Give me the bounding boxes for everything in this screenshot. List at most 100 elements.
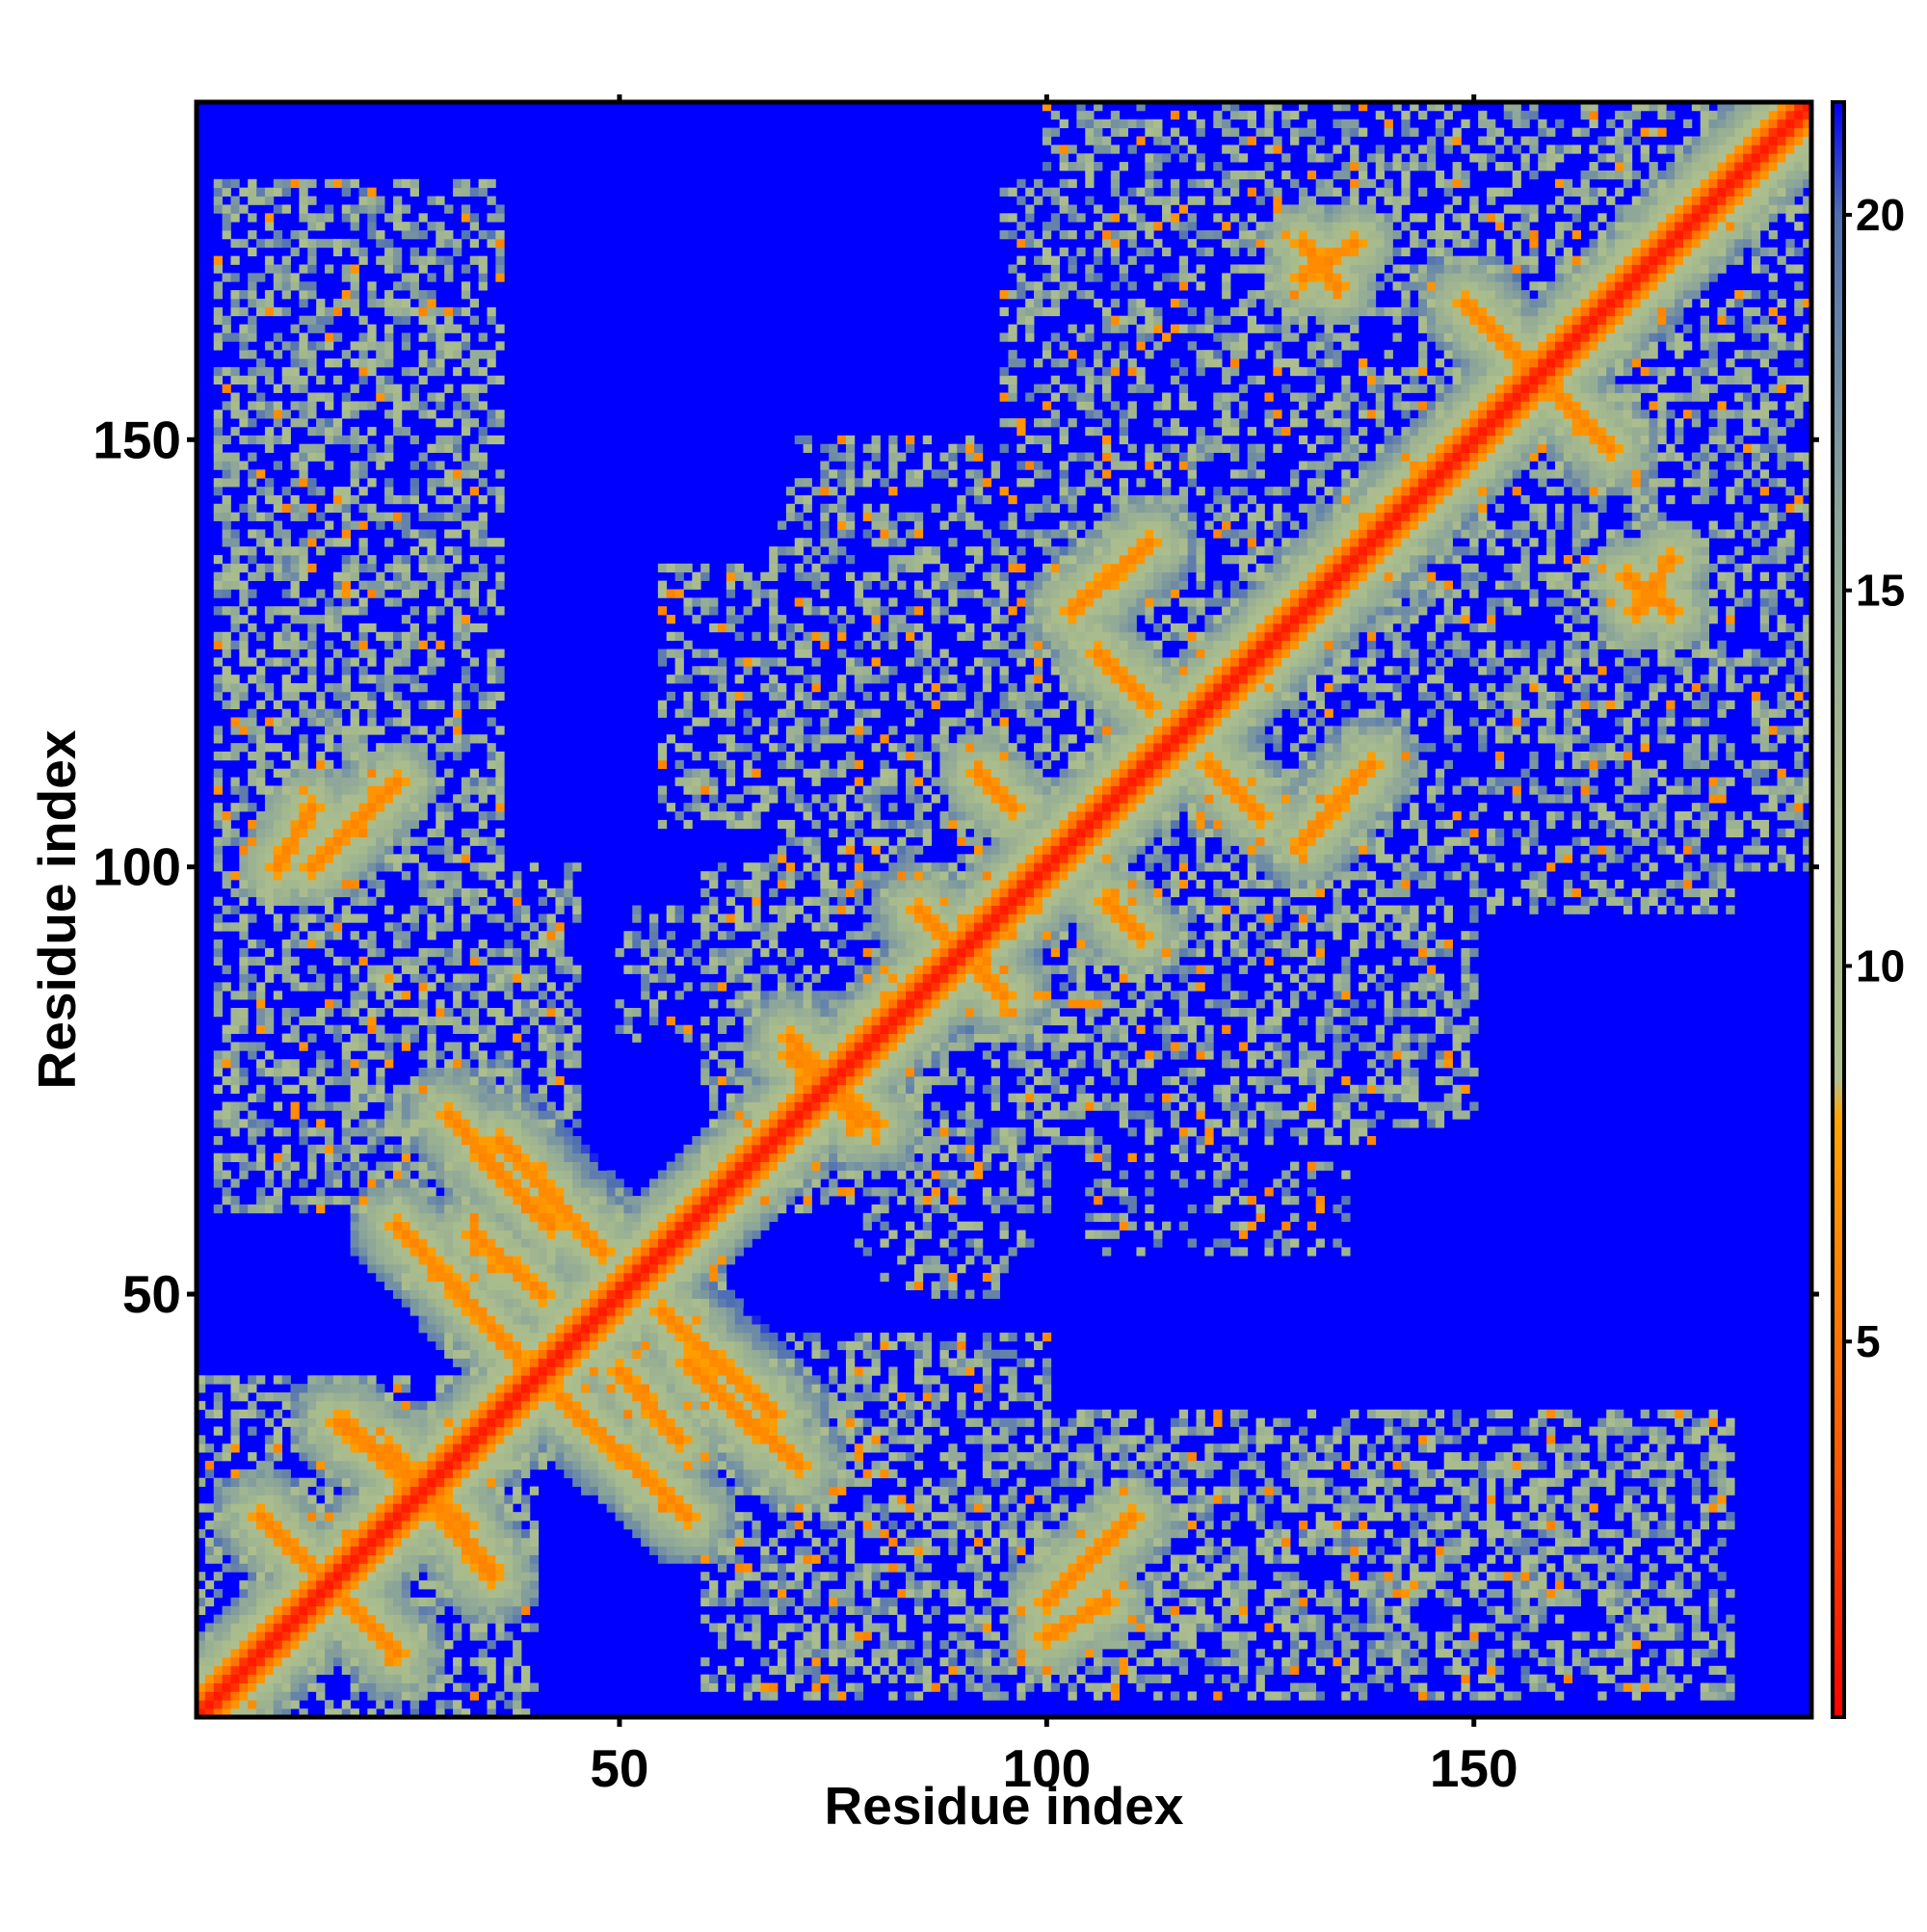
heatmap-cell <box>367 1495 377 1504</box>
heatmap-cell <box>332 1521 352 1530</box>
heatmap-cell <box>529 1264 540 1274</box>
heatmap-cell <box>743 1307 752 1316</box>
heatmap-cell <box>829 1426 838 1436</box>
heatmap-cell <box>683 1264 693 1274</box>
heatmap-cell <box>487 1221 496 1231</box>
heatmap-cell <box>1487 1588 1505 1599</box>
heatmap-cell <box>299 1400 308 1411</box>
heatmap-cell <box>520 1212 531 1223</box>
heatmap-cell <box>606 1230 616 1239</box>
heatmap-cell <box>769 1340 779 1351</box>
heatmap-cell <box>1546 1435 1556 1444</box>
heatmap-cell <box>418 1238 428 1248</box>
heatmap-cell <box>615 1196 624 1205</box>
heatmap-cell <box>436 1623 445 1632</box>
heatmap-cell <box>939 1238 949 1248</box>
heatmap-cell <box>641 1315 650 1325</box>
heatmap-cell <box>1410 1409 1419 1419</box>
heatmap-cell <box>674 1238 684 1248</box>
heatmap-cell <box>513 1196 522 1205</box>
heatmap-cell <box>572 1392 582 1402</box>
heatmap-cell <box>384 1392 394 1402</box>
heatmap-cell <box>1426 1443 1437 1453</box>
heatmap-cell <box>1359 1460 1368 1470</box>
heatmap-cell <box>341 1614 352 1624</box>
heatmap-cell <box>436 1332 445 1342</box>
heatmap-cell <box>1059 1623 1069 1632</box>
heatmap-cell <box>572 1477 582 1487</box>
heatmap-cell <box>837 1649 847 1658</box>
heatmap-cell <box>376 1409 385 1419</box>
heatmap-cell <box>803 1640 812 1650</box>
heatmap-cell <box>1247 1503 1256 1513</box>
heatmap-cell <box>1384 1665 1393 1676</box>
heatmap-cell <box>683 1272 693 1283</box>
heatmap-cell <box>1580 1521 1590 1530</box>
heatmap-cell <box>572 1460 582 1470</box>
heatmap-cell <box>230 1426 240 1436</box>
heatmap-cell <box>1094 1495 1103 1504</box>
heatmap-cell <box>316 1486 326 1495</box>
heatmap-cell <box>726 1521 736 1530</box>
heatmap-cell <box>401 1486 411 1495</box>
heatmap-cell <box>666 1230 675 1239</box>
heatmap-cell <box>332 1426 343 1436</box>
heatmap-cell <box>529 1307 540 1316</box>
heatmap-cell <box>572 1452 582 1462</box>
heatmap-cell <box>384 1469 394 1479</box>
heatmap-cell <box>1554 1640 1565 1650</box>
heatmap-cell <box>726 1503 736 1513</box>
heatmap-cell <box>453 1384 462 1393</box>
heatmap-cell <box>692 1503 701 1513</box>
heatmap-cell <box>444 1554 454 1564</box>
heatmap-cell <box>273 1605 283 1615</box>
heatmap-cell <box>1401 1512 1411 1522</box>
heatmap-cell <box>1034 1375 1043 1385</box>
heatmap-cell <box>1359 1580 1368 1590</box>
heatmap-cell <box>444 1469 454 1479</box>
heatmap-cell <box>197 1691 206 1701</box>
heatmap-cell <box>384 1221 394 1231</box>
heatmap-cell <box>1571 1656 1581 1667</box>
heatmap-cell <box>1281 1247 1291 1257</box>
heatmap-cell <box>239 1640 249 1650</box>
heatmap-cell <box>871 1674 881 1683</box>
heatmap-cell <box>829 1409 838 1419</box>
heatmap-cell <box>1050 1512 1061 1522</box>
heatmap-cell <box>648 1204 659 1214</box>
heatmap-cell <box>1273 1554 1282 1564</box>
heatmap-cell <box>982 1469 992 1479</box>
heatmap-cell <box>281 1554 291 1564</box>
heatmap-cell <box>794 1649 805 1658</box>
heatmap-cell <box>1418 1409 1428 1419</box>
heatmap-cell <box>880 1238 889 1248</box>
heatmap-cell <box>461 1682 471 1692</box>
heatmap-cell <box>1119 1665 1128 1676</box>
heatmap-cell <box>1290 1435 1300 1444</box>
heatmap-cell <box>316 1204 326 1214</box>
heatmap-cell <box>581 1392 591 1402</box>
heatmap-cell <box>1307 1588 1317 1599</box>
heatmap-cell <box>794 1605 805 1615</box>
heatmap-cell <box>1034 1656 1043 1667</box>
heatmap-cell <box>239 1649 249 1658</box>
heatmap-cell <box>281 1375 291 1385</box>
heatmap-cell <box>264 1443 275 1453</box>
heatmap-cell <box>1136 1554 1146 1564</box>
heatmap-cell <box>880 1640 889 1650</box>
heatmap-cell <box>803 1332 812 1342</box>
heatmap-cell <box>888 1230 898 1239</box>
heatmap-cell <box>504 1384 514 1393</box>
heatmap-cell <box>794 1546 805 1555</box>
heatmap-cell <box>1034 1340 1043 1351</box>
heatmap-cell <box>1359 1691 1368 1701</box>
heatmap-cell <box>1350 1469 1359 1479</box>
heatmap-cell <box>264 1674 275 1683</box>
heatmap-cell <box>418 1631 428 1641</box>
heatmap-cell <box>1238 1486 1249 1495</box>
heatmap-cell <box>1127 1614 1137 1624</box>
heatmap-cell <box>1187 1554 1197 1564</box>
heatmap-cell <box>888 1469 898 1479</box>
heatmap-cell <box>1281 1580 1291 1590</box>
heatmap-cell <box>700 1674 710 1683</box>
